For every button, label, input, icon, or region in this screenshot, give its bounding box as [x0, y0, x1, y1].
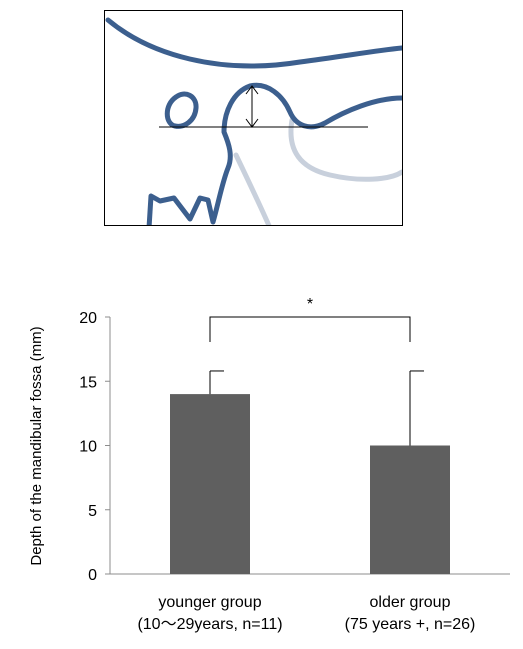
- bar: [170, 394, 250, 574]
- bar: [370, 445, 450, 574]
- error-bar: [209, 370, 224, 395]
- x-axis-labels: younger group (10～29years, n=11) older gro…: [137, 594, 475, 633]
- condyle-light-outline: [233, 152, 272, 225]
- bracket-line: [209, 316, 411, 342]
- y-tick-label: 15: [79, 374, 97, 391]
- bars: [170, 394, 450, 574]
- skull-base-outline: [105, 17, 402, 69]
- y-axis-title: Depth of the mandibular fossa (mm): [28, 326, 45, 565]
- depth-arrow-icon: [245, 85, 259, 128]
- significance-bracket: *: [209, 296, 411, 342]
- y-axis: 0 5 10 15 20: [79, 310, 510, 584]
- bar-chart: Depth of the mandibular fossa (mm) 0 5 10 1…: [28, 296, 510, 633]
- error-bar: [409, 370, 424, 446]
- mandibular-fossa-outline: [146, 82, 402, 225]
- y-tick-label: 10: [79, 439, 97, 456]
- mandibular-fossa-illustration: [104, 10, 403, 226]
- category-label: younger group: [158, 594, 261, 611]
- ear-canal-outline: [164, 91, 199, 129]
- y-tick-label: 20: [79, 310, 97, 327]
- category-label: (10～29years, n=11): [137, 616, 282, 633]
- significance-label: *: [307, 296, 313, 313]
- category-label: older group: [370, 594, 451, 611]
- error-bars: [209, 370, 424, 446]
- articular-eminence-outline: [288, 117, 402, 182]
- category-label: (75 years +, n=26): [345, 616, 476, 633]
- y-tick-label: 0: [88, 567, 97, 584]
- y-tick-label: 5: [88, 503, 97, 520]
